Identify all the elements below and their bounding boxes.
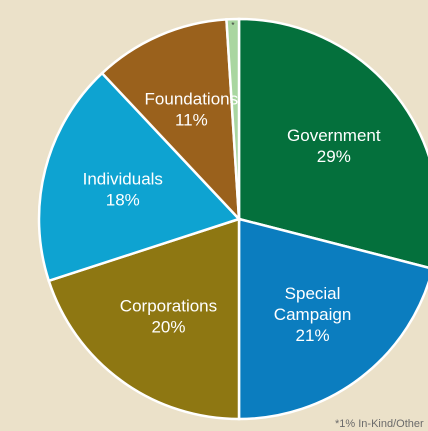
slice-value-individuals: 18% [106, 191, 140, 210]
pie-slice-special-campaign [237, 217, 428, 421]
slice-label-individuals: Individuals [83, 170, 163, 189]
slice-label-corporations: Corporations [120, 297, 217, 316]
slice-value-foundations: 11% [175, 110, 208, 129]
pie-slice-government [237, 17, 428, 269]
slice-value-special-campaign: 21% [296, 326, 330, 345]
slice-value-corporations: 20% [151, 318, 185, 337]
pie-slice-corporations [47, 217, 241, 421]
pie-slice-foundations [100, 18, 241, 223]
slice-label-special-campaign: Special [285, 284, 341, 303]
slice-label-foundations: Foundations [145, 89, 239, 108]
slice-label-special-campaign: Campaign [274, 305, 352, 324]
slice-label-government: Government [287, 126, 381, 145]
pie-slice-other [225, 17, 241, 220]
slice-value-government: 29% [317, 147, 351, 166]
pie-slice-individuals [37, 71, 242, 283]
slice-marker-other: * [231, 21, 234, 30]
footnote: *1% In-Kind/Other [335, 418, 424, 430]
